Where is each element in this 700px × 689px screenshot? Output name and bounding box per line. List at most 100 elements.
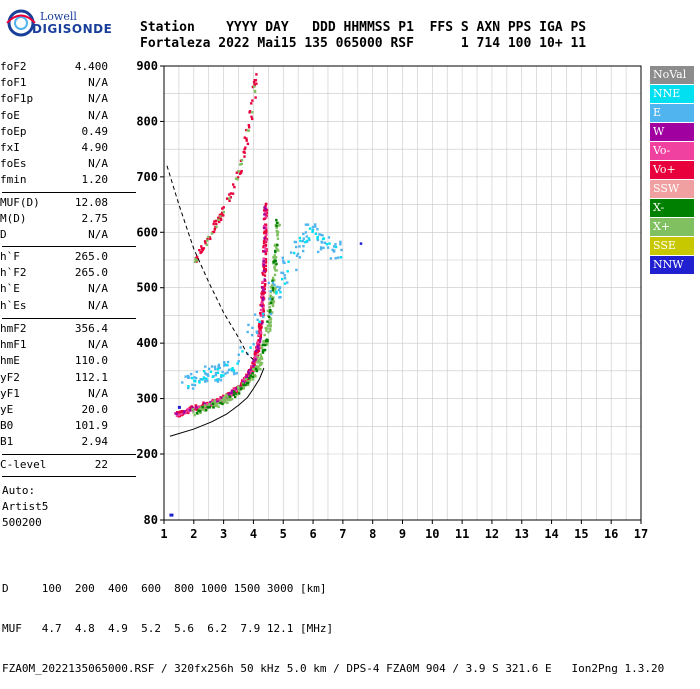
data-point — [269, 290, 272, 293]
param-value: 112.1 — [74, 370, 108, 384]
y-tick-label: 600 — [136, 225, 158, 239]
data-point — [253, 313, 257, 316]
data-point — [258, 340, 262, 343]
data-point — [237, 387, 240, 390]
data-point — [256, 351, 259, 354]
data-point — [270, 284, 274, 287]
data-point — [216, 400, 220, 403]
data-point — [314, 232, 318, 236]
legend-entry: NNW — [650, 256, 694, 274]
data-point — [214, 219, 218, 223]
data-point — [262, 315, 265, 319]
data-point — [251, 378, 255, 381]
data-point — [257, 334, 261, 337]
data-point — [261, 290, 264, 293]
data-point — [242, 150, 245, 154]
data-point — [247, 323, 250, 327]
data-point — [237, 360, 240, 363]
data-point — [275, 292, 278, 295]
data-point — [323, 241, 327, 245]
data-point — [264, 269, 267, 273]
x-tick-label: 16 — [604, 527, 618, 541]
data-point — [321, 234, 324, 237]
data-point — [264, 215, 268, 219]
data-point — [277, 224, 280, 227]
data-point — [245, 137, 248, 140]
data-point — [252, 81, 256, 84]
data-point — [280, 271, 283, 274]
data-point — [191, 406, 194, 409]
data-point — [256, 368, 260, 371]
data-point — [214, 367, 217, 371]
data-point — [316, 237, 319, 240]
data-point — [262, 241, 266, 245]
data-point — [273, 279, 276, 282]
data-point — [214, 371, 218, 375]
data-point — [305, 239, 309, 243]
data-point — [313, 223, 317, 226]
data-point — [241, 380, 245, 384]
data-point — [244, 380, 248, 383]
data-point — [195, 412, 199, 415]
data-point — [199, 410, 202, 413]
data-point — [302, 237, 305, 240]
data-point — [207, 374, 210, 377]
param-name: yF1 — [0, 386, 20, 400]
data-point — [198, 381, 201, 384]
data-point — [261, 271, 264, 275]
data-point — [262, 217, 266, 221]
data-point — [214, 374, 218, 377]
data-point — [197, 405, 200, 408]
data-point — [175, 411, 179, 414]
data-point — [239, 383, 243, 387]
data-point — [268, 311, 272, 314]
data-point — [306, 223, 310, 226]
data-point — [262, 257, 265, 260]
data-point — [331, 248, 334, 252]
x-tick-label: 6 — [309, 527, 316, 541]
data-point — [178, 413, 181, 416]
data-point — [262, 209, 266, 212]
data-point — [218, 398, 222, 401]
param-value: 101.9 — [74, 419, 108, 433]
data-point — [204, 242, 207, 245]
data-point — [258, 357, 262, 360]
data-point — [192, 411, 195, 414]
data-point — [260, 294, 264, 298]
data-point — [304, 240, 307, 244]
param-value: N/A — [88, 76, 108, 90]
data-point — [215, 378, 219, 381]
data-point — [231, 367, 234, 370]
legend-entry: X+ — [650, 218, 694, 236]
data-point — [255, 82, 258, 85]
data-point — [247, 368, 251, 372]
data-point — [257, 347, 260, 350]
data-point — [235, 372, 238, 375]
data-point — [246, 383, 250, 387]
data-point — [262, 231, 266, 235]
data-point — [235, 387, 238, 390]
data-point — [271, 301, 275, 305]
data-point — [244, 377, 248, 381]
data-point — [259, 337, 262, 340]
data-point — [269, 301, 273, 305]
data-point — [256, 331, 259, 335]
data-point — [258, 320, 261, 324]
data-point — [289, 251, 293, 254]
data-point — [278, 223, 281, 227]
data-point — [263, 250, 266, 253]
data-point — [255, 330, 258, 333]
data-point — [222, 401, 225, 405]
data-point — [295, 268, 298, 272]
data-point — [261, 286, 264, 289]
data-point — [244, 383, 247, 387]
data-point — [194, 376, 198, 380]
data-point — [258, 325, 262, 328]
param-name: hmF2 — [0, 322, 27, 335]
data-point — [261, 297, 265, 300]
legend-entry: Vo+ — [650, 161, 694, 179]
data-point — [210, 365, 214, 368]
auto-scaling-text: 500200 — [2, 516, 42, 529]
data-point — [283, 274, 287, 277]
data-point — [269, 312, 273, 316]
